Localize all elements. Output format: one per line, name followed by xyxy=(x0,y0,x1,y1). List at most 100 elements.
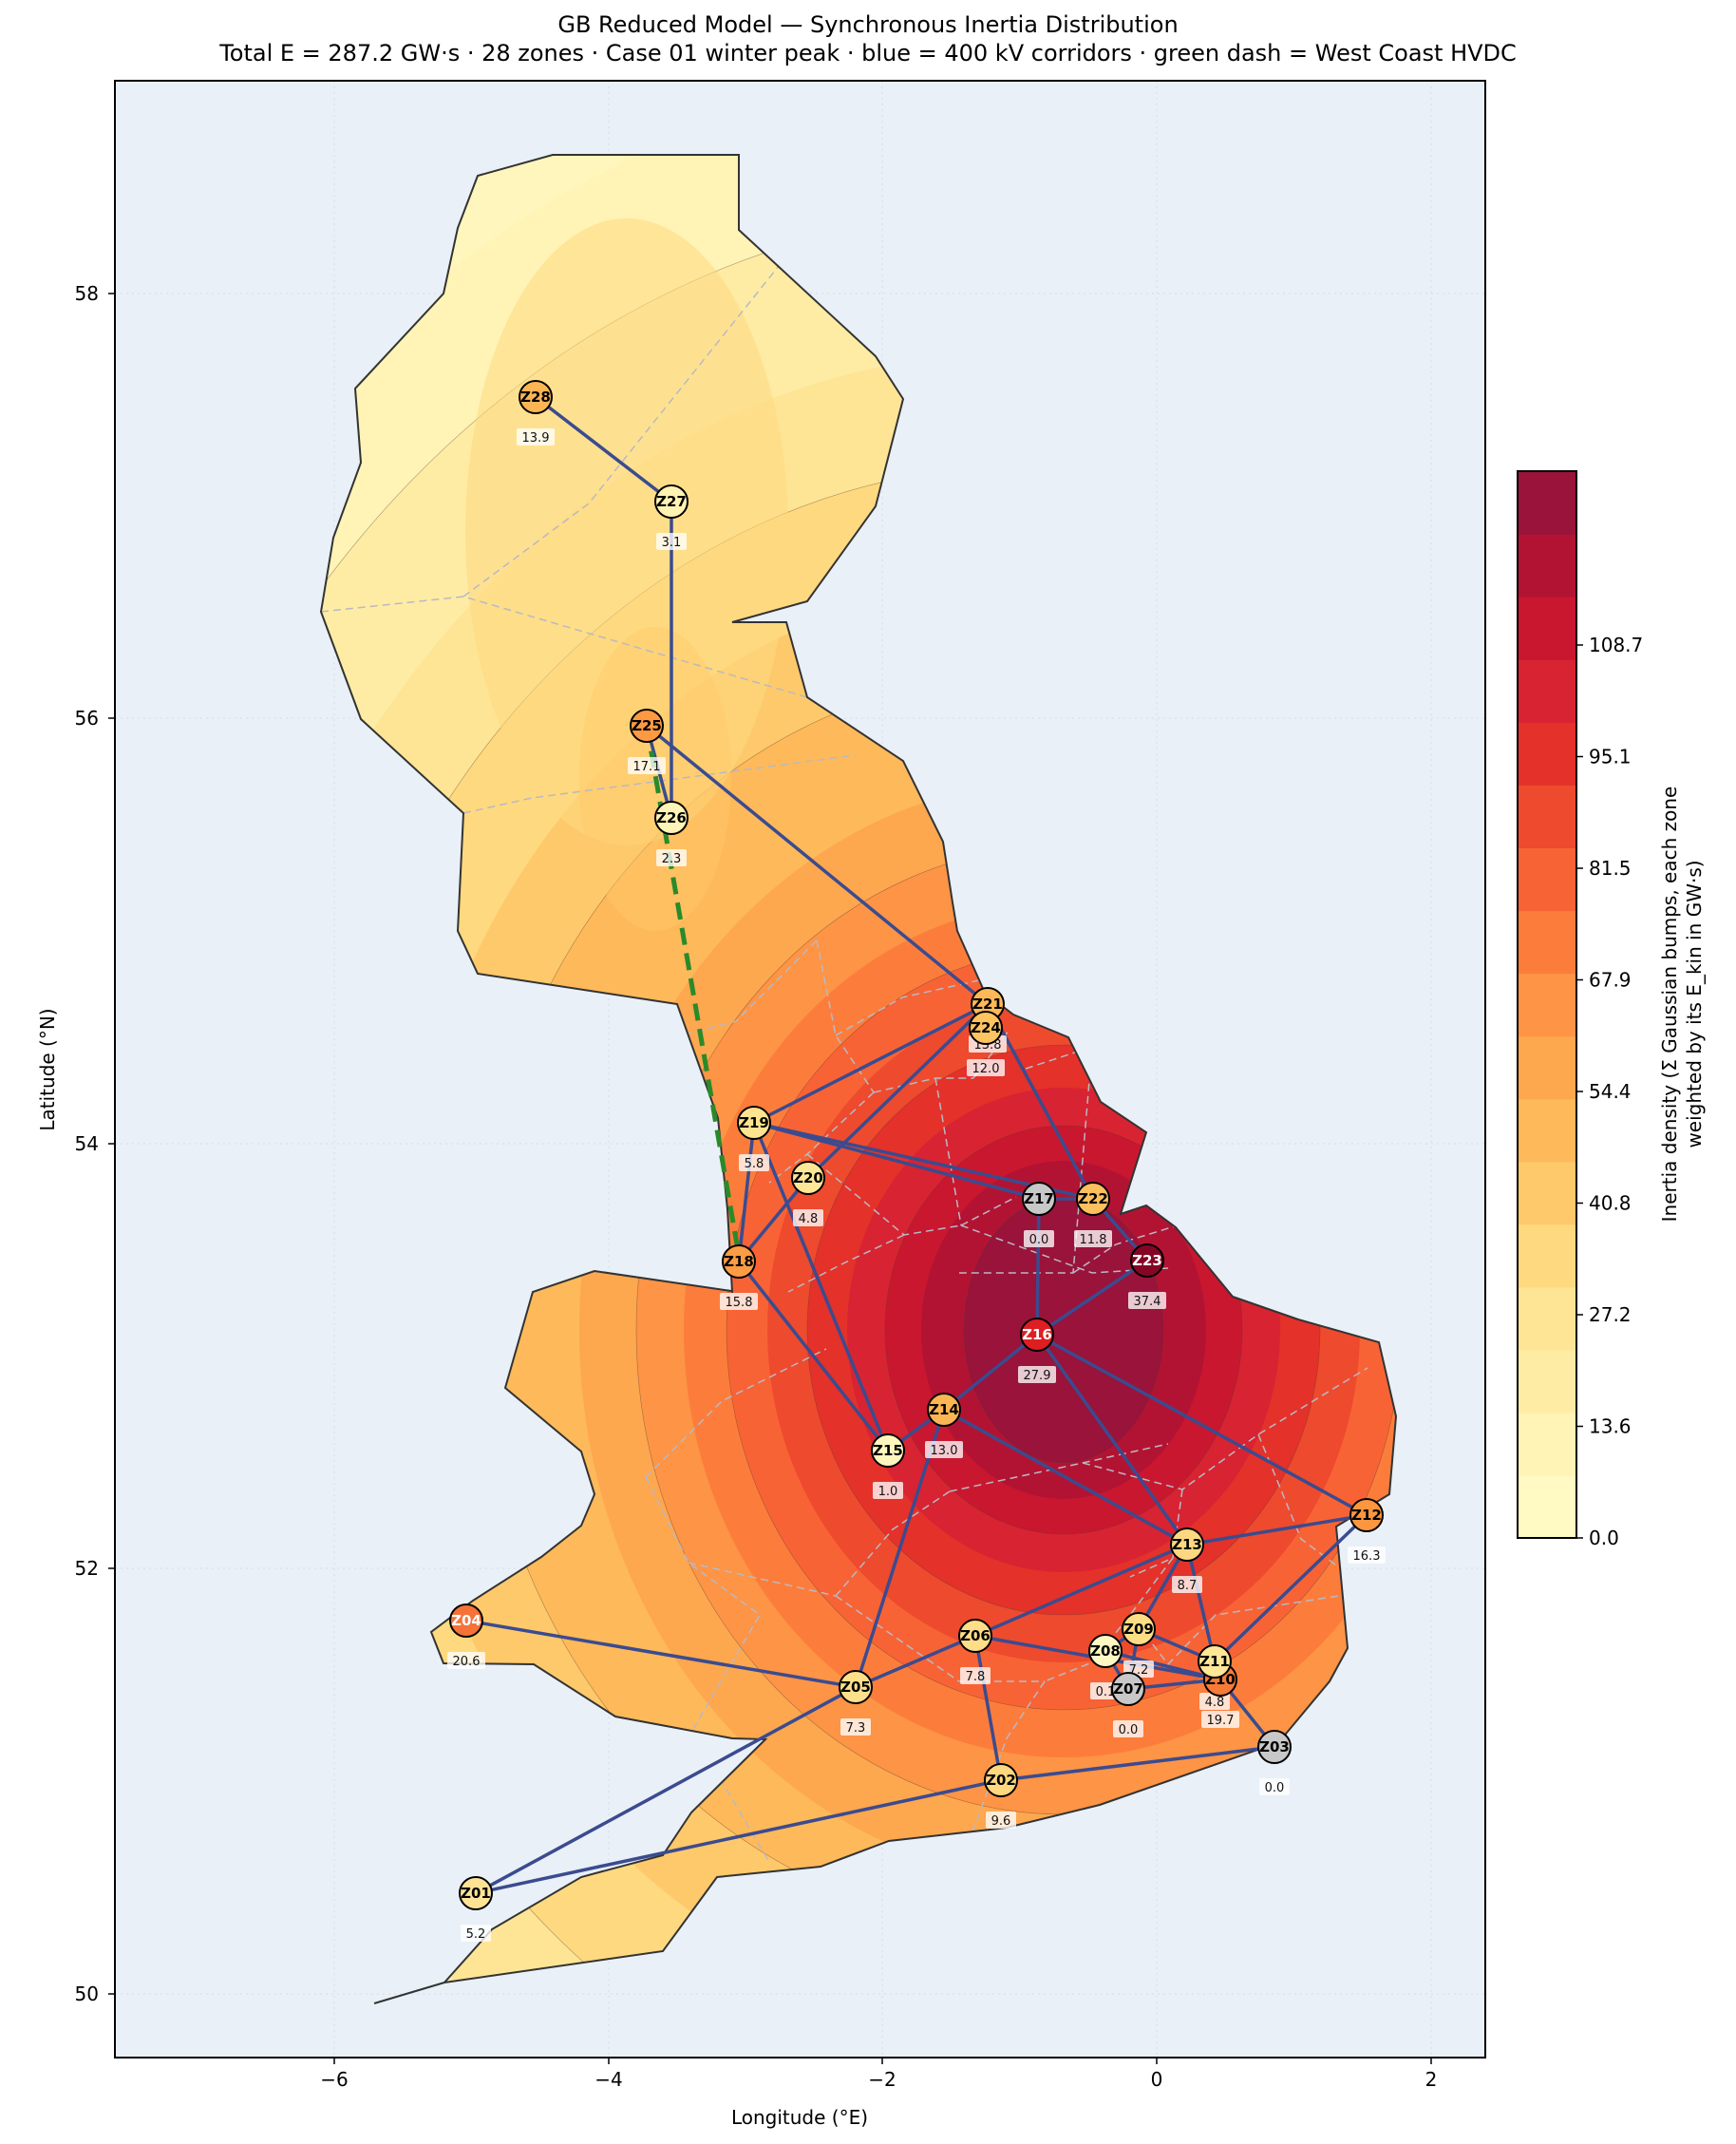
svg-text:Z21: Z21 xyxy=(972,996,1003,1013)
zone-node-z28: Z28 xyxy=(519,380,553,414)
zone-node-z15: Z15 xyxy=(871,1433,905,1468)
svg-text:Z19: Z19 xyxy=(739,1114,769,1131)
zone-node-z22: Z22 xyxy=(1076,1182,1110,1216)
svg-text:Z01: Z01 xyxy=(461,1885,491,1902)
colorbar-tick: 40.8 xyxy=(1589,1192,1632,1215)
svg-text:Z08: Z08 xyxy=(1090,1642,1121,1660)
x-tick: −4 xyxy=(594,2058,623,2091)
svg-text:7.3: 7.3 xyxy=(846,1721,866,1736)
corridor-line xyxy=(1000,1745,1275,1782)
corridor-line xyxy=(737,1260,890,1452)
svg-text:Z13: Z13 xyxy=(1172,1536,1202,1553)
corridor-line xyxy=(645,724,990,1006)
zone-value-label: 20.6 xyxy=(447,1652,485,1669)
zone-value-label: 19.7 xyxy=(1201,1711,1239,1728)
corridor-line xyxy=(1035,1198,1041,1336)
svg-text:11.8: 11.8 xyxy=(1080,1233,1107,1247)
zone-node-z07: Z07 xyxy=(1111,1672,1145,1706)
colorbar-label-line2: weighted by its E_kin in GW·s) xyxy=(1683,860,1706,1148)
colorbar-tick: 95.1 xyxy=(1589,746,1632,768)
zone-node-z25: Z25 xyxy=(630,709,664,743)
svg-text:16.3: 16.3 xyxy=(1353,1549,1381,1564)
zone-value-label: 4.8 xyxy=(793,1209,823,1226)
svg-text:0.0: 0.0 xyxy=(1119,1723,1139,1737)
corridor-line xyxy=(1036,1333,1368,1517)
svg-text:Z04: Z04 xyxy=(451,1612,481,1629)
zone-node-z09: Z09 xyxy=(1122,1612,1156,1646)
zone-value-label: 9.6 xyxy=(986,1812,1016,1829)
zone-value-label: 12.0 xyxy=(967,1059,1005,1076)
zone-node-z01: Z01 xyxy=(459,1876,493,1910)
corridor-line xyxy=(534,395,673,503)
corridor-line xyxy=(943,1408,1188,1546)
x-tick: 2 xyxy=(1425,2058,1437,2091)
svg-text:12.0: 12.0 xyxy=(972,1062,1000,1076)
zone-node-z05: Z05 xyxy=(839,1670,873,1704)
x-tick: −2 xyxy=(868,2058,896,2091)
svg-text:Z02: Z02 xyxy=(986,1772,1016,1789)
zone-value-label: 13.0 xyxy=(925,1441,963,1458)
svg-text:Z22: Z22 xyxy=(1078,1190,1108,1207)
zone-node-z24: Z24 xyxy=(969,1011,1003,1045)
svg-text:Z23: Z23 xyxy=(1132,1252,1162,1269)
svg-text:58: 58 xyxy=(75,282,99,305)
zone-value-label: 15.8 xyxy=(720,1293,758,1310)
svg-text:17.1: 17.1 xyxy=(633,760,661,774)
x-axis: −6 −4 −2 0 2 Longitude (°E) xyxy=(320,2058,1437,2129)
y-tick: 58 xyxy=(75,282,115,305)
zone-value-label: 16.3 xyxy=(1348,1546,1386,1564)
svg-text:9.6: 9.6 xyxy=(991,1814,1011,1829)
zone-boundaries xyxy=(321,265,1368,1863)
zone-value-label: 7.8 xyxy=(960,1667,991,1684)
y-axis-label: Latitude (°N) xyxy=(36,1008,59,1130)
zone-value-label: 13.9 xyxy=(517,428,555,446)
zone-value-label: 5.2 xyxy=(461,1925,491,1942)
corridor-line xyxy=(942,1333,1039,1412)
svg-text:Z03: Z03 xyxy=(1259,1738,1290,1755)
corridor-line xyxy=(1185,1544,1217,1662)
svg-text:52: 52 xyxy=(75,1557,99,1580)
axes-frame xyxy=(114,80,1486,2059)
zone-node-z02: Z02 xyxy=(984,1763,1018,1797)
y-axis: 50 52 54 56 58 Latitude (°N) xyxy=(36,282,115,2005)
svg-text:7.8: 7.8 xyxy=(966,1670,986,1684)
zone-node-z14: Z14 xyxy=(927,1393,961,1427)
zone-node-z06: Z06 xyxy=(958,1619,992,1653)
svg-text:5.8: 5.8 xyxy=(745,1157,764,1171)
svg-text:19.7: 19.7 xyxy=(1207,1714,1235,1728)
zone-node-z27: Z27 xyxy=(654,484,689,519)
x-tick: −6 xyxy=(320,2058,349,2091)
svg-text:5.2: 5.2 xyxy=(466,1927,486,1942)
svg-text:15.8: 15.8 xyxy=(726,1296,753,1310)
svg-text:54: 54 xyxy=(75,1132,99,1155)
zone-node-z03: Z03 xyxy=(1257,1730,1292,1764)
y-tick: 54 xyxy=(75,1132,115,1155)
svg-text:Z28: Z28 xyxy=(520,389,551,406)
svg-text:4.8: 4.8 xyxy=(799,1212,819,1226)
zone-node-z13: Z13 xyxy=(1170,1527,1204,1562)
svg-text:Z24: Z24 xyxy=(971,1019,1001,1036)
svg-text:Z14: Z14 xyxy=(929,1401,959,1418)
corridor-line xyxy=(752,1122,890,1451)
zone-value-label: 1.0 xyxy=(873,1482,903,1499)
x-axis-label: Longitude (°E) xyxy=(731,2106,868,2129)
zone-value-label: 17.1 xyxy=(628,757,666,774)
svg-text:Z12: Z12 xyxy=(1351,1507,1382,1524)
zone-value-label: 27.9 xyxy=(1018,1366,1056,1383)
svg-text:Z09: Z09 xyxy=(1123,1621,1154,1638)
corridor-line xyxy=(475,1685,857,1895)
svg-text:0: 0 xyxy=(1151,2068,1163,2091)
svg-text:13.0: 13.0 xyxy=(931,1444,958,1458)
corridor-line xyxy=(973,1635,1003,1781)
colorbar-tick: 67.9 xyxy=(1589,969,1632,992)
corridor-line xyxy=(1036,1259,1148,1337)
zone-value-label: 0.0 xyxy=(1113,1720,1143,1737)
zone-value-label: 0.0 xyxy=(1259,1778,1290,1795)
y-tick: 52 xyxy=(75,1557,115,1580)
zone-node-z04: Z04 xyxy=(449,1603,483,1638)
zone-node-z19: Z19 xyxy=(737,1106,771,1140)
svg-text:−6: −6 xyxy=(320,2068,348,2091)
svg-text:−4: −4 xyxy=(594,2068,622,2091)
svg-text:0.0: 0.0 xyxy=(1029,1233,1049,1247)
